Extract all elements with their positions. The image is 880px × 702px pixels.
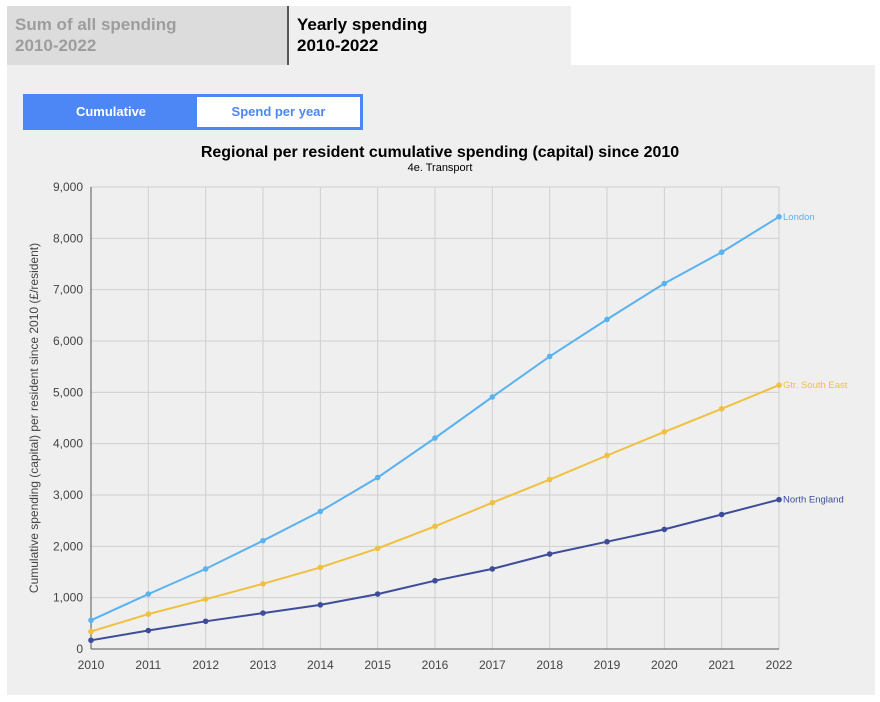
data-point (88, 637, 94, 644)
y-tick-label: 5,000 (53, 385, 83, 399)
data-point (776, 213, 782, 220)
y-tick-label: 7,000 (53, 283, 83, 297)
x-tick-label: 2021 (708, 658, 735, 672)
data-point (718, 405, 725, 412)
data-point (546, 551, 553, 557)
data-point (260, 610, 266, 616)
view-tabs: Sum of all spending 2010-2022 Yearly spe… (7, 6, 571, 65)
data-point (604, 538, 610, 545)
chart-series: London Gtr. South East North England (88, 212, 848, 644)
chart-subtitle: 4e. Transport (408, 162, 473, 174)
x-tick-label: 2019 (594, 658, 621, 672)
data-point (317, 602, 324, 608)
data-point (718, 249, 725, 255)
data-point (546, 353, 553, 360)
data-point (489, 394, 496, 400)
data-point (718, 511, 725, 518)
cumulative-button[interactable]: Cumulative (26, 97, 196, 127)
tab-label-line2: 2010-2022 (297, 36, 379, 55)
data-point (145, 611, 152, 617)
tab-yearly-spending[interactable]: Yearly spending 2010-2022 (287, 6, 571, 65)
x-tick-label: 2010 (78, 658, 105, 672)
data-point (604, 452, 610, 459)
y-tick-label: 4,000 (53, 437, 83, 451)
data-point (317, 508, 324, 515)
data-point (432, 523, 438, 530)
data-point (489, 566, 496, 572)
x-tick-label: 2016 (422, 658, 449, 672)
tab-sum-of-all-spending[interactable]: Sum of all spending 2010-2022 (7, 6, 287, 65)
y-tick-label: 9,000 (53, 180, 83, 194)
x-tick-label: 2013 (250, 658, 277, 672)
data-point (776, 496, 782, 503)
data-point (145, 627, 152, 634)
x-tick-label: 2012 (192, 658, 219, 672)
spend-per-year-button[interactable]: Spend per year (197, 97, 360, 127)
data-point (374, 545, 381, 552)
data-point (260, 537, 266, 544)
data-point (202, 596, 209, 603)
x-tick-label: 2022 (766, 658, 793, 672)
data-point (432, 577, 438, 584)
data-point (202, 566, 209, 572)
chart-panel (7, 65, 875, 695)
data-point (661, 526, 668, 533)
chart-grid (90, 186, 780, 650)
x-tick-label: 2018 (536, 658, 563, 672)
series-label: London (783, 212, 815, 223)
y-tick-label: 1,000 (53, 591, 83, 605)
data-point (374, 591, 381, 597)
y-tick-label: 0 (76, 642, 83, 656)
series-label: North England (783, 495, 844, 506)
chart-title: Regional per resident cumulative spendin… (201, 144, 679, 161)
data-point (489, 499, 496, 506)
data-point (661, 280, 668, 287)
data-point (374, 474, 381, 481)
data-point (432, 435, 438, 441)
y-tick-label: 6,000 (53, 334, 83, 348)
axis-ticks: 0 1,000 2,000 3,000 4,000 5,000 6,000 7,000 8,00… (53, 180, 793, 672)
data-point (145, 591, 152, 597)
y-axis-label: Cumulative spending (capital) per reside… (27, 243, 41, 593)
x-tick-label: 2011 (135, 658, 161, 672)
data-point (202, 618, 209, 625)
series-label: Gtr. South East (783, 380, 848, 391)
tab-label-line1: Sum of all spending (15, 15, 177, 34)
data-point (88, 617, 94, 624)
y-tick-label: 3,000 (53, 488, 83, 502)
data-point (546, 476, 553, 483)
tab-label-line2: 2010-2022 (15, 36, 97, 55)
data-point (661, 429, 668, 435)
data-point (776, 382, 782, 388)
view-mode-toggle: Cumulative Spend per year (23, 94, 363, 130)
data-point (317, 564, 324, 571)
x-tick-label: 2015 (364, 658, 391, 672)
x-tick-label: 2020 (651, 658, 678, 672)
x-tick-label: 2017 (479, 658, 506, 672)
tab-label-line1: Yearly spending (297, 15, 428, 34)
y-tick-label: 8,000 (53, 231, 83, 245)
x-tick-label: 2014 (307, 658, 334, 672)
data-point (88, 628, 94, 635)
y-tick-label: 2,000 (53, 539, 83, 553)
data-point (260, 581, 266, 587)
data-point (604, 316, 610, 323)
